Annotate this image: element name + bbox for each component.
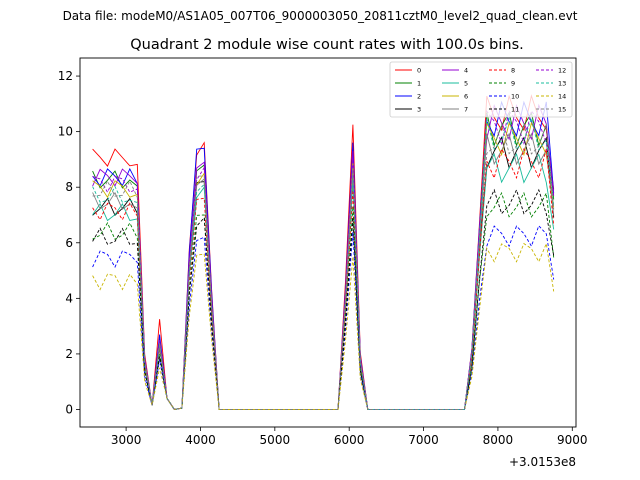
legend-label: 9 bbox=[511, 80, 515, 88]
legend-label: 15 bbox=[558, 106, 566, 114]
legend-label: 0 bbox=[417, 67, 421, 75]
series-line-14 bbox=[92, 241, 555, 410]
legend-label: 6 bbox=[464, 93, 468, 101]
legend-label: 8 bbox=[511, 67, 515, 75]
y-tick-label: 8 bbox=[65, 180, 73, 194]
chart-title: Quadrant 2 module wise count rates with … bbox=[130, 37, 524, 53]
x-tick-label: 3000 bbox=[111, 433, 142, 447]
legend-label: 5 bbox=[464, 80, 468, 88]
legend-label: 12 bbox=[558, 67, 566, 75]
x-tick-label: 6000 bbox=[334, 433, 365, 447]
x-axis: 3000 4000 5000 6000 7000 8000 9000 bbox=[111, 427, 588, 447]
y-tick-label: 0 bbox=[65, 402, 73, 416]
legend-label: 10 bbox=[511, 93, 519, 101]
legend-label: 11 bbox=[511, 106, 519, 114]
y-axis: 0 2 4 6 8 10 12 bbox=[58, 69, 80, 416]
series-line-13 bbox=[92, 116, 555, 410]
y-tick-label: 4 bbox=[65, 291, 73, 305]
x-tick-label: 9000 bbox=[557, 433, 588, 447]
legend-label: 13 bbox=[558, 80, 566, 88]
y-tick-label: 2 bbox=[65, 347, 73, 361]
legend-label: 7 bbox=[464, 106, 468, 114]
y-tick-label: 6 bbox=[65, 236, 73, 250]
y-tick-label: 10 bbox=[58, 125, 73, 139]
legend-box bbox=[389, 61, 573, 118]
x-tick-label: 5000 bbox=[260, 433, 291, 447]
series-line-8 bbox=[92, 147, 555, 410]
x-tick-label: 8000 bbox=[483, 433, 514, 447]
x-offset-label: +3.0153e8 bbox=[509, 455, 576, 469]
legend-label: 14 bbox=[558, 93, 566, 101]
legend-label: 1 bbox=[417, 80, 421, 88]
plot-area bbox=[92, 94, 555, 410]
x-tick-label: 4000 bbox=[185, 433, 216, 447]
y-tick-label: 12 bbox=[58, 69, 73, 83]
legend-label: 3 bbox=[417, 106, 421, 114]
legend-label: 2 bbox=[417, 93, 421, 101]
legend-label: 4 bbox=[464, 67, 468, 75]
suptitle: Data file: modeM0/AS1A05_007T06_90000030… bbox=[63, 9, 578, 23]
x-tick-label: 7000 bbox=[408, 433, 439, 447]
